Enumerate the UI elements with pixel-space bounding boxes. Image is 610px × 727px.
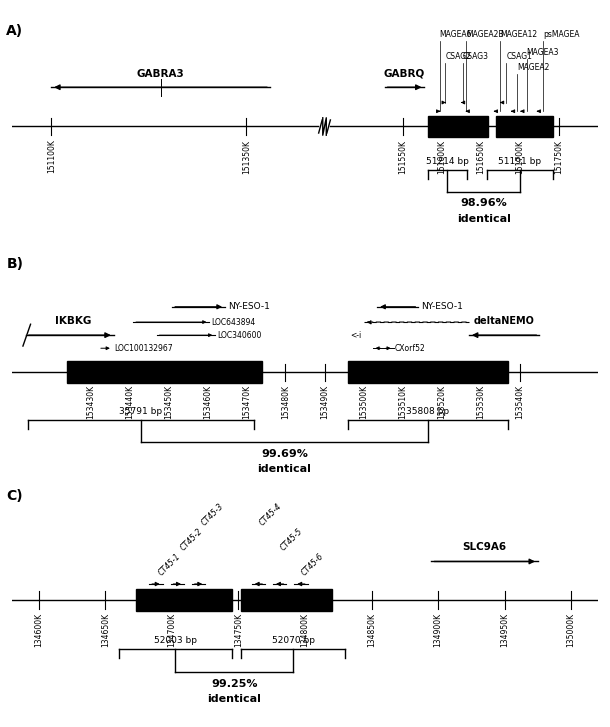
Text: LOC643894: LOC643894 — [212, 318, 256, 326]
Text: 35808 bp: 35808 bp — [406, 407, 450, 416]
Text: 151100K: 151100K — [47, 140, 56, 174]
Text: LOC340600: LOC340600 — [218, 331, 262, 340]
Text: <-i: <-i — [351, 331, 362, 340]
Text: identical: identical — [457, 214, 511, 224]
Text: psMAGEA: psMAGEA — [543, 31, 580, 39]
Text: A): A) — [6, 24, 23, 38]
Text: 134650K: 134650K — [101, 614, 110, 648]
Text: 98.96%: 98.96% — [460, 198, 507, 209]
Text: MAGEA6: MAGEA6 — [440, 31, 472, 39]
Text: 135000K: 135000K — [567, 614, 576, 648]
Text: 153500K: 153500K — [359, 385, 368, 419]
Text: 153490K: 153490K — [320, 385, 329, 419]
Text: 134700K: 134700K — [167, 614, 176, 648]
Text: 52070 bp: 52070 bp — [271, 636, 315, 645]
Text: NY-ESO-1: NY-ESO-1 — [421, 302, 463, 311]
Text: GABRQ: GABRQ — [384, 68, 425, 79]
Text: 153480K: 153480K — [281, 385, 290, 419]
Text: CT45-2: CT45-2 — [178, 527, 204, 553]
Text: IKBKG: IKBKG — [54, 316, 91, 326]
Text: 51214 bp: 51214 bp — [426, 157, 469, 166]
Text: 151750K: 151750K — [554, 140, 563, 174]
Text: 52003 bp: 52003 bp — [154, 636, 197, 645]
Bar — [348, 361, 508, 383]
Text: MAGEA3: MAGEA3 — [527, 48, 559, 57]
Text: 153510K: 153510K — [398, 385, 407, 419]
Text: B): B) — [6, 257, 23, 270]
Text: CXorf52: CXorf52 — [395, 344, 426, 353]
Bar — [497, 116, 553, 137]
Text: CSAG2: CSAG2 — [445, 52, 471, 61]
Text: 134750K: 134750K — [234, 614, 243, 648]
Text: CSAG1: CSAG1 — [506, 52, 533, 61]
Text: CT45-3: CT45-3 — [199, 502, 226, 528]
Text: identical: identical — [257, 464, 312, 474]
Text: 134900K: 134900K — [434, 614, 443, 648]
Text: 151650K: 151650K — [476, 140, 485, 174]
Text: 99.69%: 99.69% — [261, 449, 308, 459]
Text: 151350K: 151350K — [242, 140, 251, 174]
Text: 153450K: 153450K — [164, 385, 173, 419]
Text: MAGEA2B: MAGEA2B — [466, 31, 504, 39]
Text: LOC100132967: LOC100132967 — [115, 344, 173, 353]
Text: 134800K: 134800K — [301, 614, 309, 647]
Text: 134600K: 134600K — [34, 614, 43, 648]
Text: 153460K: 153460K — [203, 385, 212, 419]
Text: MAGEA12: MAGEA12 — [500, 31, 537, 39]
Text: 151700K: 151700K — [515, 140, 524, 174]
Text: CT45-4: CT45-4 — [257, 502, 283, 528]
Text: NY-ESO-1: NY-ESO-1 — [228, 302, 270, 311]
Text: 134850K: 134850K — [367, 614, 376, 647]
Text: CT45-5: CT45-5 — [279, 527, 304, 553]
Text: 51191 bp: 51191 bp — [498, 157, 541, 166]
Text: 151600K: 151600K — [437, 140, 446, 174]
Text: 153470K: 153470K — [242, 385, 251, 419]
Text: deltaNEMO: deltaNEMO — [474, 316, 534, 326]
Text: identical: identical — [207, 694, 261, 704]
Text: GABRA3: GABRA3 — [137, 68, 184, 79]
Text: CT45-1: CT45-1 — [157, 552, 183, 577]
Text: 153530K: 153530K — [476, 385, 485, 419]
Bar — [428, 116, 489, 137]
Text: 99.25%: 99.25% — [211, 679, 257, 688]
Text: 153440K: 153440K — [125, 385, 134, 419]
Text: SLC9A6: SLC9A6 — [462, 542, 507, 553]
Text: 151550K: 151550K — [398, 140, 407, 174]
Text: 153430K: 153430K — [86, 385, 95, 419]
Text: C): C) — [6, 489, 23, 503]
Text: 134950K: 134950K — [500, 614, 509, 648]
Text: 153540K: 153540K — [515, 385, 524, 419]
Bar — [67, 361, 262, 383]
Bar — [241, 588, 332, 611]
Bar — [136, 588, 232, 611]
Text: 153520K: 153520K — [437, 385, 446, 419]
Text: CSAG3: CSAG3 — [463, 52, 489, 61]
Text: MAGEA2: MAGEA2 — [517, 63, 550, 72]
Text: CT45-6: CT45-6 — [300, 552, 326, 577]
Text: 35791 bp: 35791 bp — [120, 407, 163, 416]
